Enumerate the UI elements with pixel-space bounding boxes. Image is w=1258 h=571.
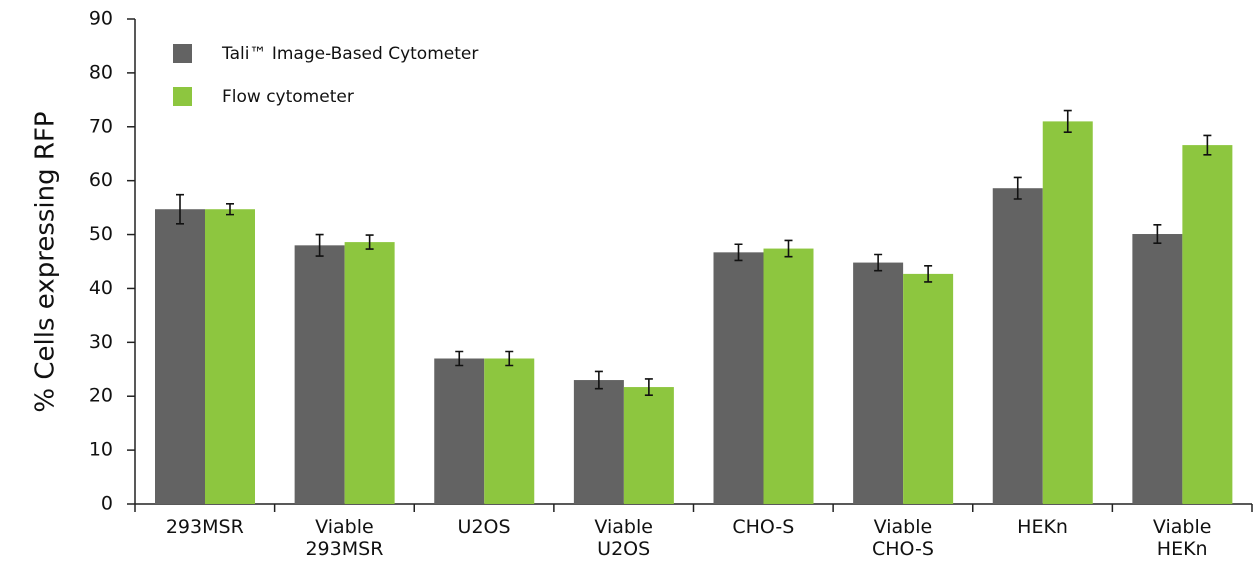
y-axis-label: % Cells expressing RFP (31, 111, 61, 412)
error-bar (1153, 224, 1162, 244)
y-tick-label: 50 (89, 223, 113, 245)
x-tick-label: 293MSR (165, 516, 244, 538)
error-bar (1203, 134, 1212, 156)
x-tick-label: Viable 293MSR (305, 516, 384, 560)
bar (903, 273, 954, 504)
error-bar (1063, 109, 1072, 133)
x-tick-label: HEKn (1017, 516, 1068, 538)
error-bar (365, 234, 374, 250)
y-tick-label: 90 (89, 8, 113, 30)
bar (763, 248, 814, 504)
bar (573, 380, 624, 504)
legend-label: Tali™ Image-Based Cytometer (221, 44, 478, 64)
legend-swatch (173, 44, 192, 63)
y-tick-label: 70 (89, 115, 113, 137)
bar (1132, 234, 1183, 504)
error-bar (1013, 176, 1022, 200)
bar (294, 245, 345, 505)
y-tick-label: 80 (89, 61, 113, 83)
error-bar (176, 193, 184, 225)
x-tick-label: Viable U2OS (594, 516, 653, 560)
error-bar (924, 265, 933, 283)
bar (434, 358, 485, 504)
error-bar (315, 233, 324, 257)
bar (1042, 121, 1093, 504)
error-bar (455, 350, 464, 367)
y-tick-label: 30 (89, 331, 113, 353)
bar (713, 252, 764, 504)
error-bar (784, 239, 793, 258)
error-bar (874, 253, 883, 272)
bar (484, 358, 535, 504)
y-tick-label: 60 (89, 169, 113, 191)
bar (155, 209, 205, 504)
bar (853, 262, 904, 504)
error-bar (644, 378, 653, 396)
bar (205, 209, 255, 504)
bar (623, 387, 674, 504)
x-tick-label: Viable CHO-S (871, 516, 934, 560)
error-bar (505, 350, 514, 367)
y-tick-label: 0 (101, 493, 113, 515)
error-bar (594, 370, 603, 390)
y-tick-label: 10 (89, 439, 113, 461)
legend-swatch (173, 87, 192, 106)
bar (1182, 145, 1233, 504)
y-tick-label: 20 (89, 385, 113, 407)
y-tick-label: 40 (89, 277, 113, 299)
x-tick-label: CHO-S (732, 516, 795, 538)
legend-label: Flow cytometer (222, 87, 354, 107)
error-bar (734, 243, 743, 262)
x-tick-label: U2OS (457, 516, 511, 538)
bar (992, 188, 1043, 504)
bar (344, 242, 395, 504)
error-bar (226, 203, 234, 216)
x-tick-label: Viable HEKn (1152, 516, 1212, 560)
